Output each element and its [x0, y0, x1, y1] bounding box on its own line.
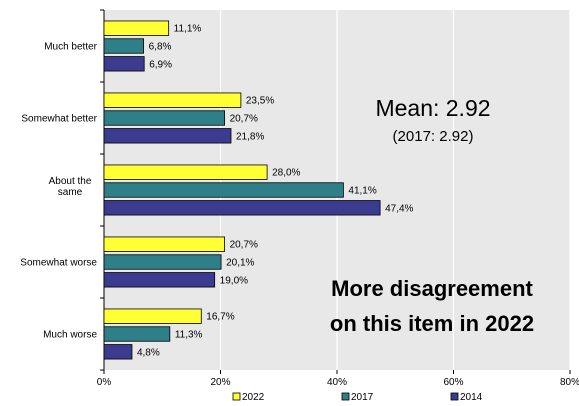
bar-2014-3: [103, 272, 216, 288]
legend: 2022 2017 2014: [232, 392, 483, 403]
x-tick-label: 20%: [210, 377, 230, 388]
legend-label-2017: 2017: [351, 392, 374, 403]
category-label: Somewhat better: [21, 114, 97, 125]
legend-label-2022: 2022: [242, 392, 265, 403]
legend-swatch-2017: [341, 392, 350, 401]
category-labels: Much better Somewhat better About the same S…: [20, 42, 97, 341]
bar-2017-1: [103, 110, 225, 126]
data-label: 20,1%: [226, 258, 254, 269]
bar-2014-4: [103, 344, 133, 360]
category-label: Much worse: [43, 330, 97, 341]
data-label: 19,0%: [220, 275, 248, 286]
legend-swatch-2014: [450, 392, 459, 401]
legend-label-2014: 2014: [460, 392, 483, 403]
bar-2017-3: [103, 254, 222, 270]
bar-2014-2: [103, 200, 381, 216]
bar-2022-1: [103, 92, 242, 108]
bar-2022-4: [103, 308, 202, 324]
note-line-2: on this item in 2022: [330, 311, 534, 336]
legend-swatch-2022: [232, 392, 241, 401]
bar-2017-0: [103, 38, 145, 54]
data-label: 23,5%: [246, 96, 274, 107]
x-tick-label: 0%: [97, 377, 112, 388]
data-label: 20,7%: [230, 240, 258, 251]
data-label: 6,9%: [149, 59, 172, 70]
note-line-1: More disagreement: [331, 276, 533, 301]
data-label: 16,7%: [206, 312, 234, 323]
mean-previous-annotation: (2017: 2.92): [393, 128, 474, 145]
category-label: About the same: [49, 176, 92, 198]
data-label: 28,0%: [272, 168, 300, 179]
bar-2017-4: [103, 326, 171, 342]
data-label: 21,8%: [236, 131, 264, 142]
bar-2022-3: [103, 236, 225, 252]
category-label: Much better: [44, 42, 97, 53]
data-label: 4,8%: [137, 347, 160, 358]
data-label: 11,3%: [175, 330, 203, 341]
data-label: 47,4%: [385, 203, 413, 214]
bar-2022-2: [103, 164, 268, 180]
data-label: 41,1%: [348, 186, 376, 197]
bar-2017-2: [103, 182, 344, 198]
bar-2014-1: [103, 128, 232, 144]
data-label: 11,1%: [174, 24, 202, 35]
bar-2014-0: [103, 56, 145, 72]
x-tick-label: 80%: [560, 377, 579, 388]
category-label: Somewhat worse: [20, 258, 97, 269]
x-tick-label: 40%: [327, 377, 347, 388]
x-tick-label: 60%: [443, 377, 463, 388]
mean-annotation: Mean: 2.92: [375, 95, 490, 121]
bar-2022-0: [103, 20, 170, 36]
bars: 11,1%6,8% 6,9% 23,5% 20,7% 21,8% 28,0% 41,1% 47…: [103, 20, 414, 360]
data-label: 20,7%: [230, 114, 258, 125]
data-label: 6,8%: [149, 42, 172, 53]
